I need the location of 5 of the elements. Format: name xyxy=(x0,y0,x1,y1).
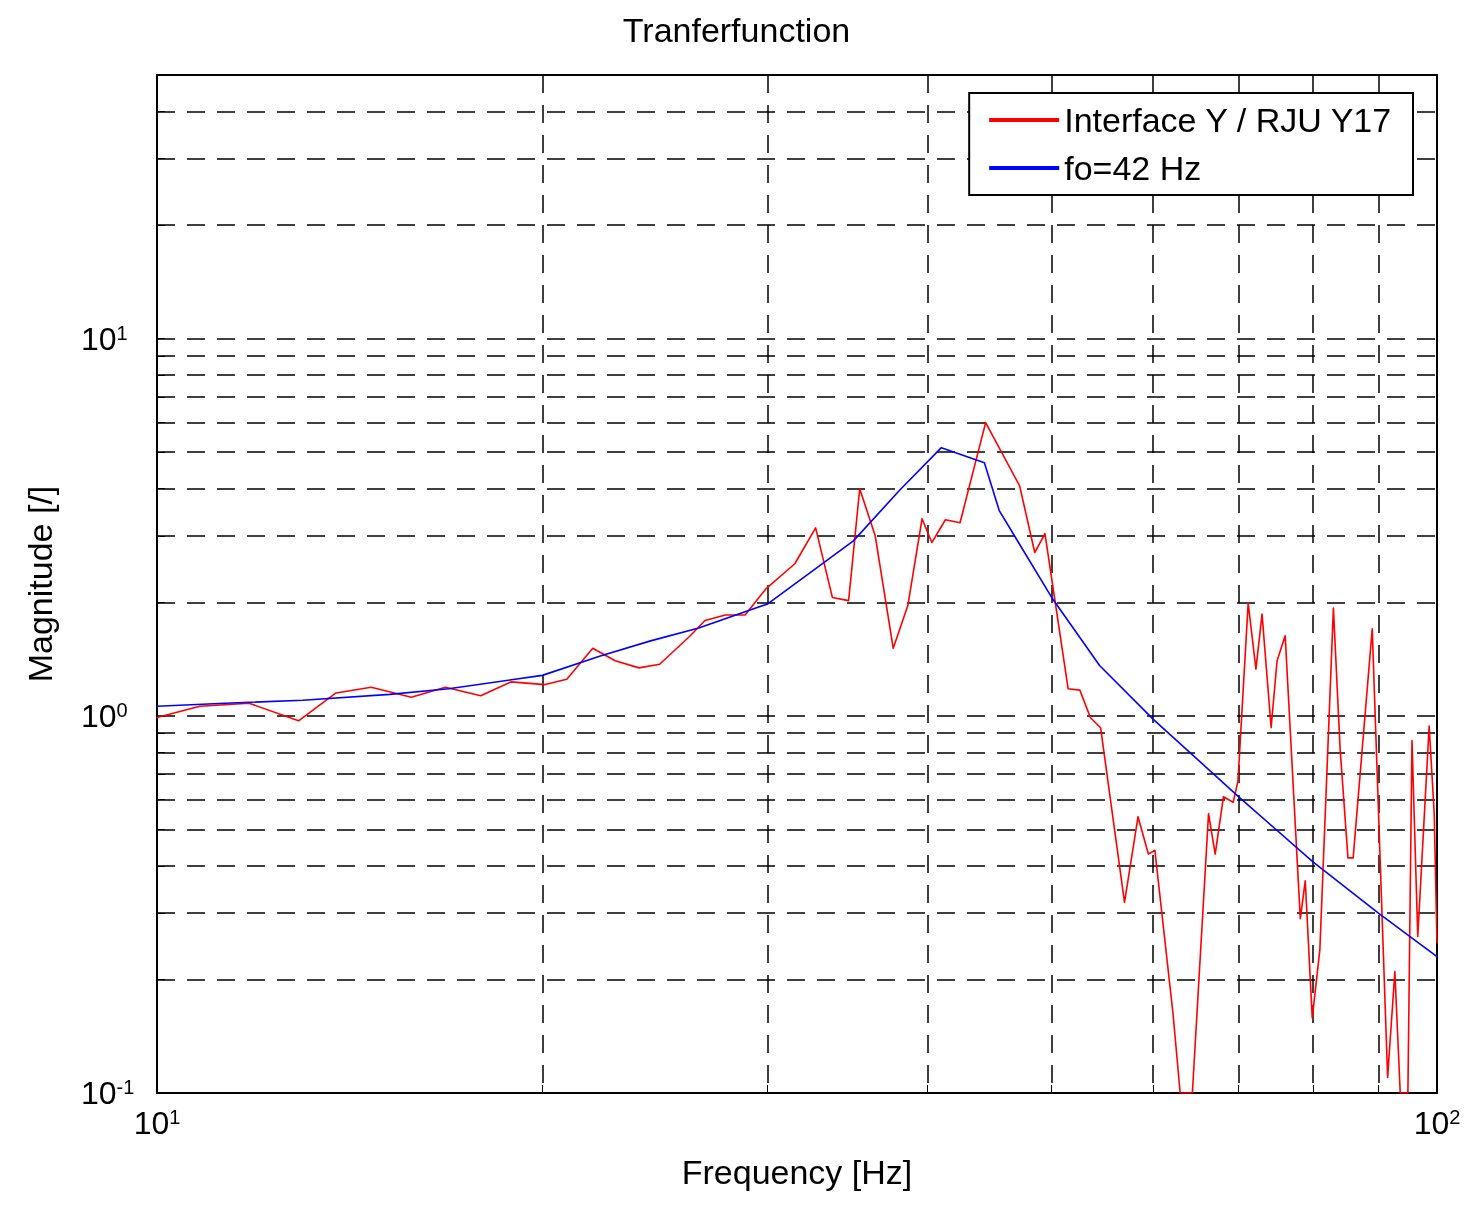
legend-label: fo=42 Hz xyxy=(1064,149,1202,187)
chart-title: Tranferfunction xyxy=(622,11,851,49)
x-axis-title: Frequency [Hz] xyxy=(681,1153,913,1191)
legend-label: Interface Y / RJU Y17 xyxy=(1064,101,1392,139)
y-axis-title: Magnitude [/] xyxy=(21,485,59,683)
